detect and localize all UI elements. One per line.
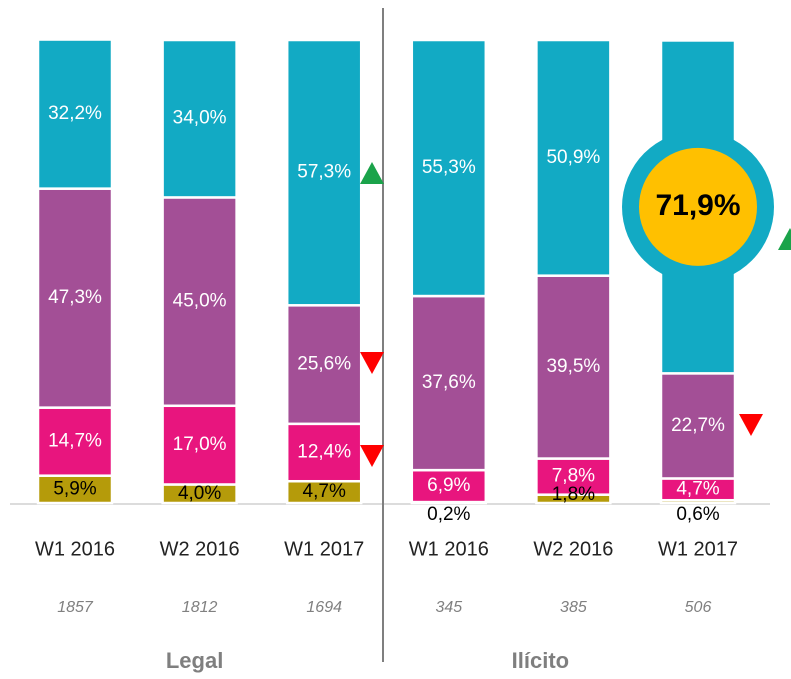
sample-size: 1857 [57, 599, 94, 616]
x-tick-label: W1 2017 [284, 538, 364, 560]
value-label: 6,9% [427, 475, 470, 496]
value-label: 5,9% [53, 478, 96, 499]
group-label: Legal [166, 648, 223, 673]
trend-arrows [360, 162, 791, 467]
sample-size: 506 [685, 599, 712, 616]
x-tick-label: W2 2016 [160, 538, 240, 560]
down-arrow [360, 445, 384, 467]
value-label: 12,4% [297, 442, 351, 463]
value-label: 55,3% [422, 157, 476, 178]
value-label: 57,3% [297, 162, 351, 183]
value-label: 7,8% [552, 466, 595, 487]
x-tick-label: W1 2016 [409, 538, 489, 560]
group-label: Ilícito [512, 648, 569, 673]
down-arrow [360, 352, 384, 374]
bar-segment [285, 422, 363, 483]
sample-size: 1694 [306, 599, 342, 616]
value-label: 4,7% [676, 478, 719, 499]
value-label: 22,7% [671, 415, 725, 436]
value-label: 37,6% [422, 372, 476, 393]
highlight-label: 71,9% [655, 189, 740, 222]
sample-size: 385 [560, 599, 587, 616]
value-label: 25,6% [297, 354, 351, 375]
x-tick-label: W2 2016 [533, 538, 613, 560]
bar-segment [36, 38, 114, 190]
bar-segment [659, 372, 737, 480]
bar-segment [410, 38, 488, 298]
sample-size: 345 [435, 599, 462, 616]
value-label: 1,8% [552, 484, 595, 505]
value-label: 0,2% [427, 504, 470, 525]
value-label: 14,7% [48, 431, 102, 452]
bar-segment [410, 294, 488, 472]
bar-segment [535, 457, 612, 496]
highlight-circle [639, 147, 757, 266]
value-label: 4,7% [303, 481, 346, 502]
value-label: 45,0% [173, 291, 227, 312]
bar-segment [285, 304, 363, 426]
value-label: 39,5% [546, 356, 600, 377]
value-label: 0,6% [676, 504, 719, 525]
value-label: 17,0% [173, 434, 227, 455]
value-label: 50,9% [546, 147, 600, 168]
value-label: 34,0% [173, 108, 227, 129]
up-arrow [360, 162, 384, 184]
bar-segment [285, 38, 363, 307]
bar-segment [535, 274, 612, 460]
bars [36, 38, 774, 505]
bar-segment [36, 187, 114, 409]
bar-segment [161, 38, 238, 199]
bar-segment [36, 474, 114, 505]
bar-segment [535, 38, 612, 277]
value-label: 4,0% [178, 483, 221, 504]
value-label: 32,2% [48, 103, 102, 124]
up-arrow [778, 228, 791, 250]
x-tick-label: W1 2017 [658, 538, 738, 560]
sample-size: 1812 [182, 599, 218, 616]
x-tick-label: W1 2016 [35, 538, 115, 560]
down-arrow [739, 414, 763, 436]
value-label: 47,3% [48, 287, 102, 308]
